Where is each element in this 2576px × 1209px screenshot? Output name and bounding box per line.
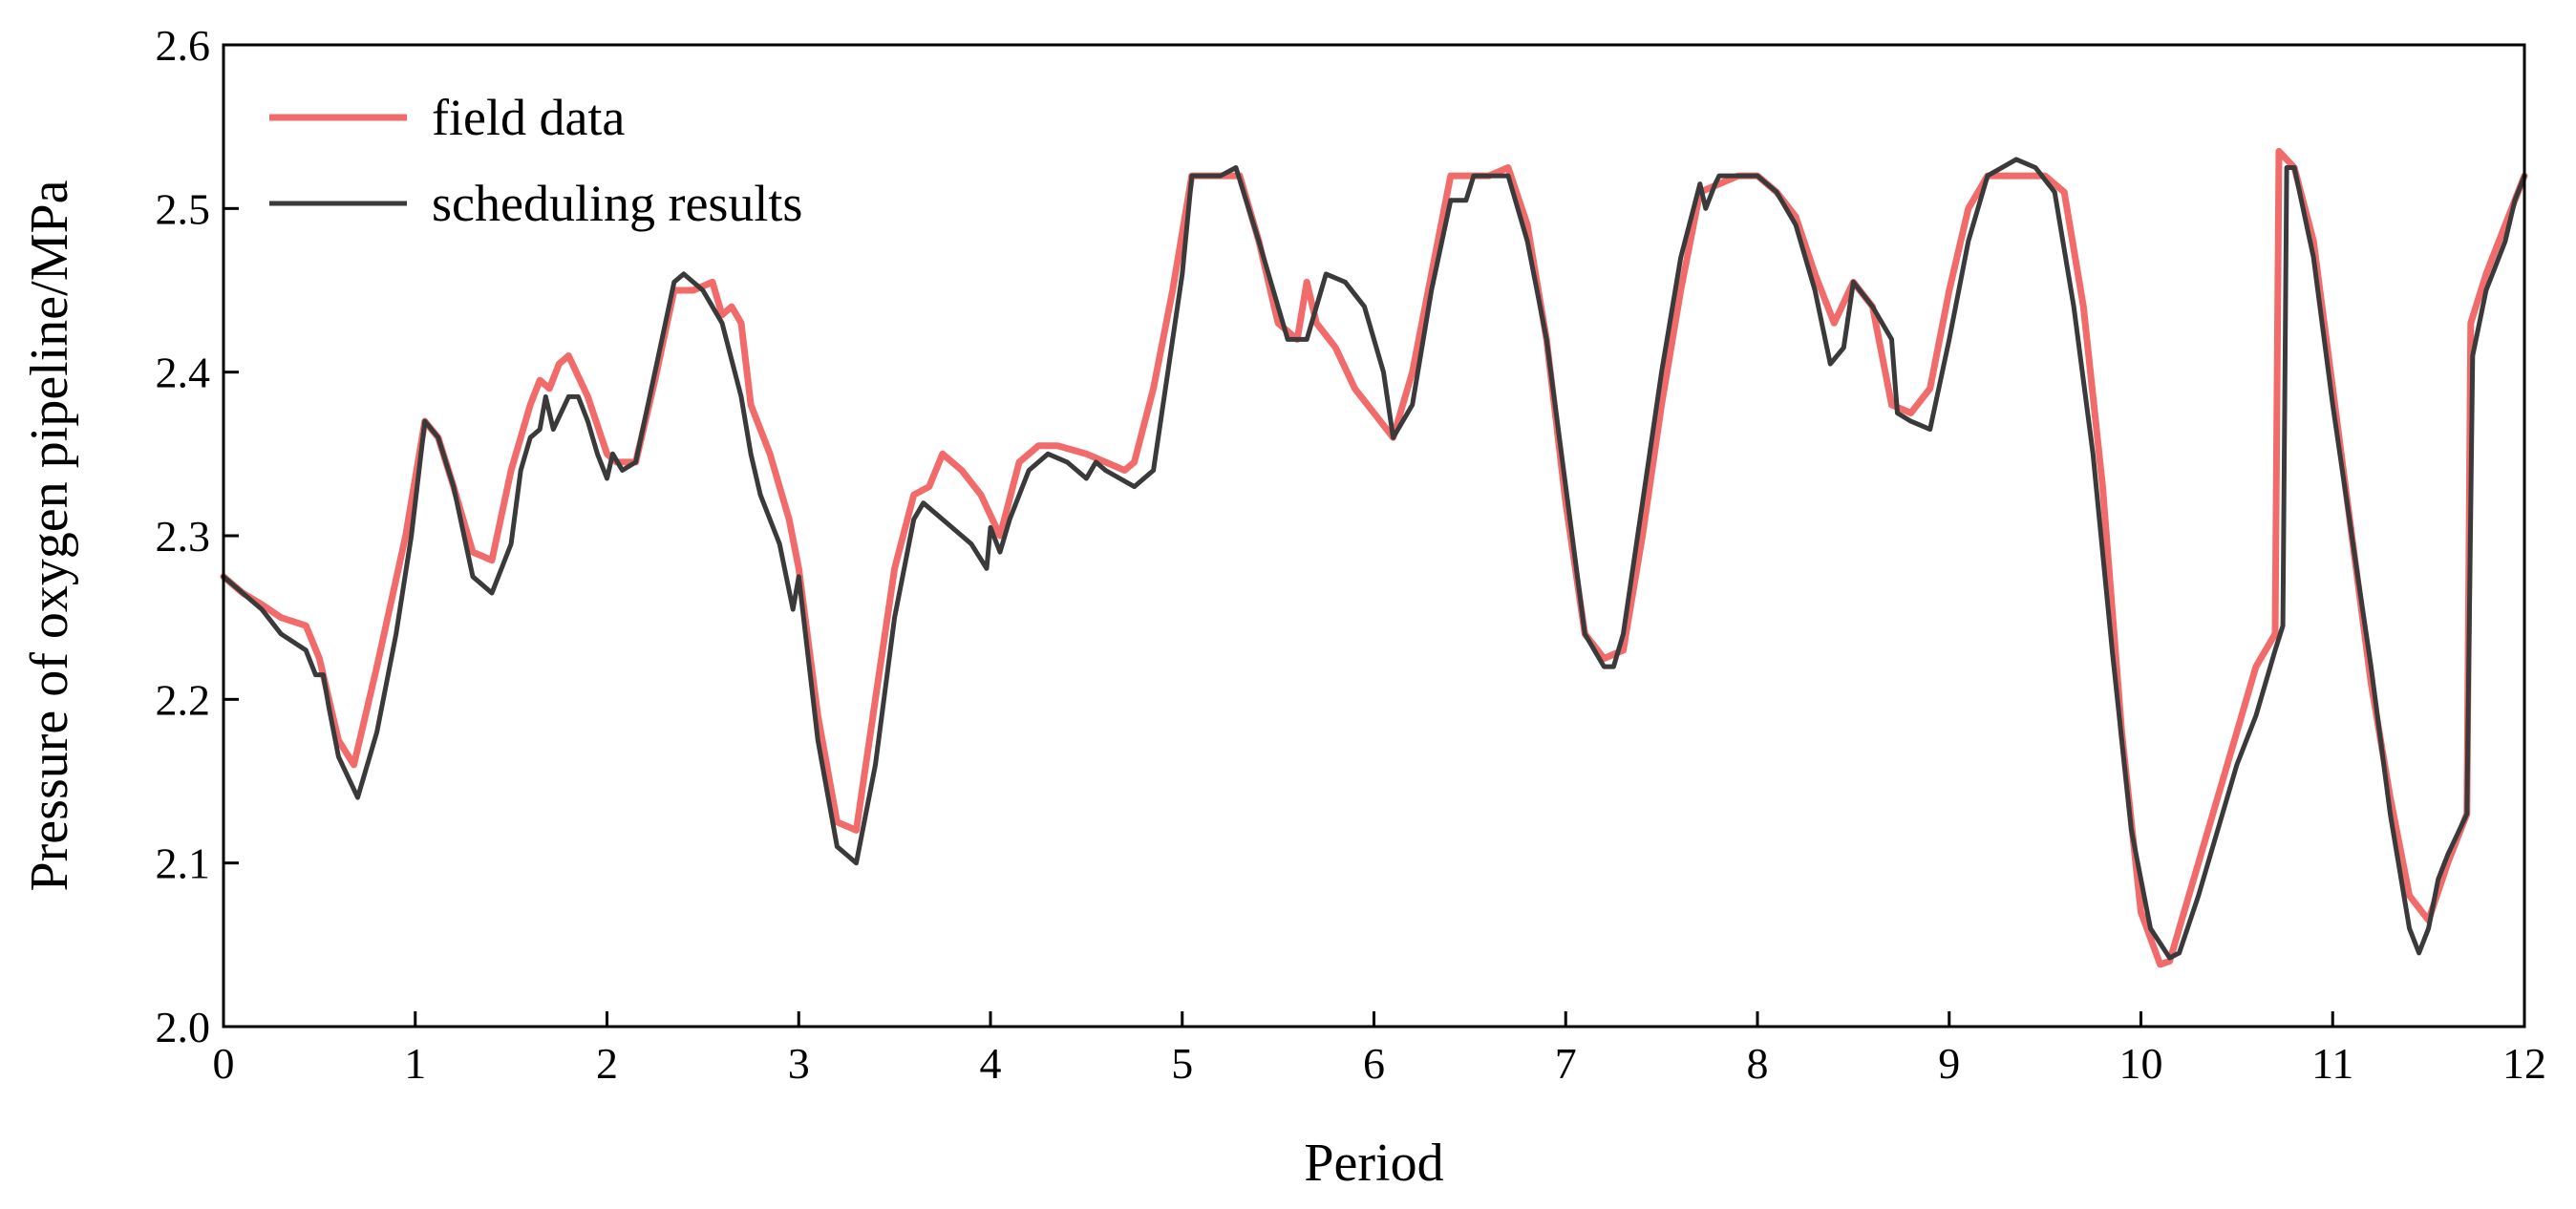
y-tick-label: 2.6 [156,21,211,70]
x-tick-label: 6 [1363,1039,1385,1088]
legend: field data scheduling results [269,89,802,232]
x-tick-label: 11 [2311,1039,2353,1088]
series-line-field-data [220,147,2528,968]
y-tick-label: 2.2 [156,675,211,724]
x-tick-label: 2 [596,1039,618,1088]
x-tick-label: 5 [1171,1039,1193,1088]
x-tick-label: 1 [404,1039,426,1088]
x-tick-label: 0 [213,1039,235,1088]
y-tick-label: 2.1 [156,839,211,888]
legend-label-scheduling-results: scheduling results [432,175,802,232]
x-tick-label: 7 [1555,1039,1577,1088]
y-tick-label: 2.4 [156,349,211,397]
x-tick-label: 4 [980,1039,1002,1088]
y-tick-label: 2.3 [156,512,211,561]
y-axis-title: Pressure of oxygen pipeline/MPa [20,180,79,891]
legend-label-field-data: field data [432,89,625,146]
x-tick-label: 10 [2119,1039,2163,1088]
x-tick-label: 9 [1938,1039,1960,1088]
x-tick-label: 3 [788,1039,810,1088]
y-tick-label: 2.0 [156,1003,211,1051]
x-tick-label: 12 [2502,1039,2546,1088]
y-tick-label: 2.5 [156,184,211,233]
axis-ticks: 0 1 2 3 4 5 6 7 8 9 10 11 122.02.12.22.32.42.52.6 [156,21,2547,1088]
series-line-scheduling-results [221,157,2527,961]
x-axis-title: Period [1304,1134,1443,1193]
series-layer [220,147,2528,968]
x-tick-label: 8 [1747,1039,1769,1088]
